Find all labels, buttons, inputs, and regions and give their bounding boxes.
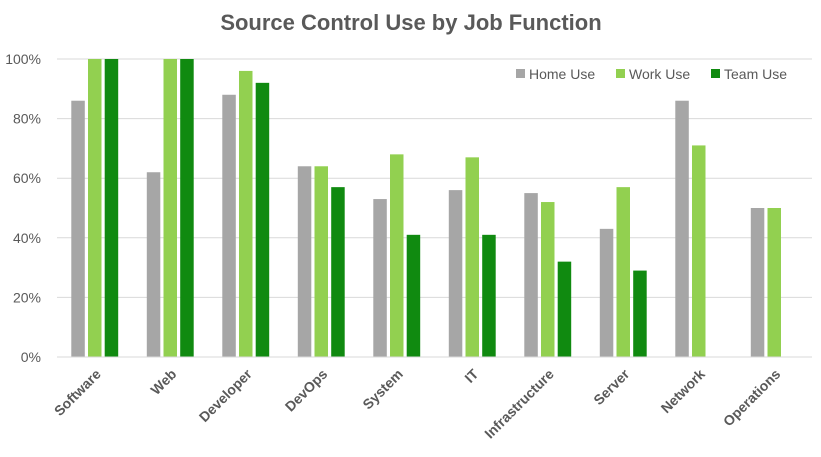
- x-category-label: IT: [461, 365, 481, 385]
- legend: Home Use Work Use Team Use: [516, 66, 787, 82]
- legend-label-home-use: Home Use: [529, 66, 595, 82]
- bar-infrastructure-team-use: [557, 261, 572, 357]
- bar-devops-home-use: [297, 166, 312, 357]
- bar-network-work-use: [692, 145, 706, 357]
- legend-label-work-use: Work Use: [629, 66, 690, 82]
- bar-software-work-use: [88, 59, 102, 357]
- x-category-label: Server: [590, 365, 633, 408]
- x-axis-category-labels: Software Web Developer DevOps System IT Infras…: [51, 365, 784, 441]
- legend-swatch-home-use: [516, 69, 525, 78]
- bar-operations-work-use: [767, 208, 781, 357]
- bar-system-work-use: [390, 154, 404, 357]
- x-category-label: Infrastructure: [481, 366, 557, 442]
- x-category-label: Software: [51, 366, 104, 419]
- x-category-label: Network: [658, 366, 709, 417]
- bar-server-work-use: [616, 187, 630, 357]
- y-tick-label: 40%: [13, 230, 41, 246]
- bar-web-work-use: [163, 59, 177, 357]
- x-category-label: Web: [147, 366, 179, 398]
- y-tick-label: 20%: [13, 289, 41, 305]
- bar-developer-team-use: [255, 82, 270, 357]
- legend-swatch-team-use: [711, 69, 720, 78]
- y-tick-label: 100%: [5, 51, 41, 67]
- bar-devops-work-use: [314, 166, 328, 357]
- bar-it-home-use: [448, 190, 463, 357]
- bar-server-team-use: [633, 270, 647, 357]
- x-category-label: DevOps: [282, 366, 331, 415]
- bar-it-work-use: [465, 157, 479, 357]
- y-axis-tick-labels: 0% 20% 40% 60% 80% 100%: [5, 51, 41, 365]
- bar-system-team-use: [406, 234, 421, 357]
- bar-network-home-use: [675, 100, 689, 357]
- x-category-label: System: [359, 366, 406, 413]
- chart-title: Source Control Use by Job Function: [220, 10, 601, 35]
- legend-label-team-use: Team Use: [724, 66, 787, 82]
- bar-server-home-use: [599, 228, 614, 357]
- x-category-label: Operations: [720, 366, 784, 430]
- bar-web-team-use: [180, 59, 194, 357]
- bar-operations-home-use: [750, 208, 765, 357]
- y-tick-label: 60%: [13, 170, 41, 186]
- bar-developer-home-use: [222, 94, 236, 357]
- bar-web-home-use: [146, 172, 161, 357]
- bar-software-team-use: [104, 59, 119, 357]
- bar-system-home-use: [373, 199, 387, 357]
- bar-developer-work-use: [239, 70, 253, 358]
- y-tick-label: 0%: [21, 349, 41, 365]
- y-tick-label: 80%: [13, 111, 41, 127]
- legend-swatch-work-use: [616, 69, 625, 78]
- bar-devops-team-use: [331, 187, 345, 357]
- bar-it-team-use: [482, 234, 496, 357]
- bars: [71, 59, 781, 358]
- x-category-label: Developer: [196, 365, 256, 425]
- bar-infrastructure-home-use: [524, 193, 538, 357]
- bar-infrastructure-work-use: [541, 202, 555, 357]
- bar-software-home-use: [71, 100, 85, 357]
